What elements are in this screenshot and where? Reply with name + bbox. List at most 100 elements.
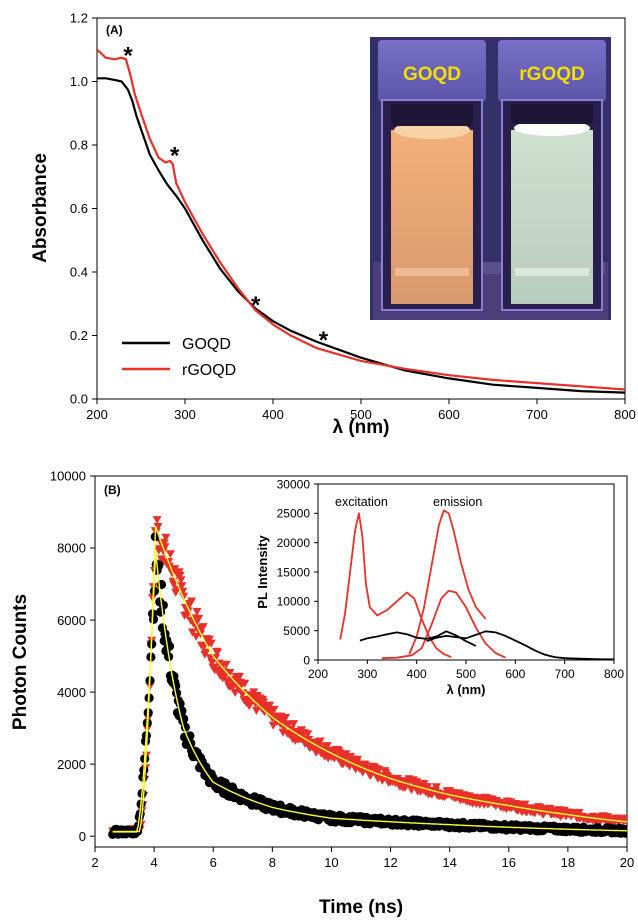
pl-inset: 200 300 400 500 600 700 800 0 5000 10000 15000 200… xyxy=(255,477,624,697)
x-tick-label: 400 xyxy=(407,667,427,681)
panel-a-annotations: * * * * xyxy=(123,43,328,354)
panel-a-x-ticks: 200 300 400 500 600 700 800 xyxy=(86,399,636,422)
panel-b-plot-frame xyxy=(94,475,628,848)
data-point xyxy=(238,689,248,698)
panel-a-x-axis-label: λ (nm) xyxy=(333,417,390,438)
x-tick-label: 2 xyxy=(91,855,98,870)
legend-label-rgoqd: rGOQD xyxy=(182,362,236,379)
y-tick-label: 10000 xyxy=(277,595,311,609)
data-point xyxy=(170,565,180,574)
pl-series-line xyxy=(426,630,614,660)
data-point xyxy=(204,635,214,644)
y-tick-label: 0.6 xyxy=(70,201,88,216)
data-point xyxy=(161,533,171,542)
x-tick-label: 16 xyxy=(502,855,516,870)
data-point xyxy=(353,755,362,764)
x-tick-label: 8 xyxy=(269,855,276,870)
pl-series-line xyxy=(408,509,487,655)
data-point xyxy=(165,562,174,571)
peak-asterisk: * xyxy=(170,143,180,170)
x-tick-label: 10 xyxy=(324,855,338,870)
y-tick-label: 2000 xyxy=(57,757,86,772)
data-point xyxy=(182,611,192,620)
pl-inset-annotation-emission: emission xyxy=(433,495,482,509)
panel-a-series xyxy=(97,48,625,394)
pl-inset-series xyxy=(339,509,614,660)
series-line-rgoqd xyxy=(97,48,625,391)
panel-b-y-ticks: 0 2000 4000 6000 8000 10000 xyxy=(50,469,95,844)
goqd-cuvette: GOQD xyxy=(378,40,486,311)
y-tick-label: 25000 xyxy=(277,507,311,521)
x-tick-label: 300 xyxy=(174,407,196,422)
series-line-goqd xyxy=(97,77,625,394)
data-point xyxy=(152,516,162,525)
panel-b-label: (B) xyxy=(104,483,121,497)
data-point xyxy=(259,698,268,707)
pl-inset-x-axis-label: λ (nm) xyxy=(447,682,486,697)
data-point xyxy=(225,669,235,677)
data-point xyxy=(198,623,208,632)
y-tick-label: 1.2 xyxy=(70,11,88,26)
pl-series-line xyxy=(359,630,477,647)
rgoqd-cuvette: rGOQD xyxy=(498,40,606,311)
panel-b-series xyxy=(108,516,627,840)
panel-b-y-axis-label: Photon Counts xyxy=(10,594,31,730)
x-tick-label: 500 xyxy=(350,407,372,422)
x-tick-label: 6 xyxy=(210,855,217,870)
y-tick-label: 0.2 xyxy=(70,328,88,343)
data-point xyxy=(315,737,325,746)
data-point xyxy=(188,628,197,637)
data-point xyxy=(191,632,201,641)
y-tick-label: 6000 xyxy=(57,613,86,628)
y-tick-label: 10000 xyxy=(50,469,86,484)
y-tick-label: 15000 xyxy=(277,565,311,579)
data-point xyxy=(283,721,293,730)
data-point xyxy=(206,639,216,648)
data-point xyxy=(335,749,345,758)
pl-series-line xyxy=(382,589,506,660)
data-point xyxy=(169,580,179,589)
data-point xyxy=(207,658,217,667)
rgoqd-cuvette-label: rGOQD xyxy=(519,64,584,85)
x-tick-label: 12 xyxy=(383,855,397,870)
data-point xyxy=(151,528,161,537)
data-point xyxy=(212,648,222,657)
data-point xyxy=(322,742,332,751)
x-tick-label: 18 xyxy=(561,855,575,870)
data-point xyxy=(158,600,168,610)
goqd-cuvette-label: GOQD xyxy=(403,64,461,85)
pl-inset-frame xyxy=(317,483,615,661)
y-tick-label: 1.0 xyxy=(70,74,88,89)
y-tick-label: 0.0 xyxy=(70,392,88,407)
x-tick-label: 200 xyxy=(86,407,108,422)
panel-a-label: (A) xyxy=(106,23,123,37)
x-tick-label: 400 xyxy=(262,407,284,422)
panel-b-x-axis-label: Time (ns) xyxy=(319,897,403,918)
y-tick-label: 30000 xyxy=(277,477,311,491)
y-tick-label: 8000 xyxy=(57,541,86,556)
data-point xyxy=(240,679,250,688)
data-point xyxy=(289,720,299,729)
legend-label-goqd: GOQD xyxy=(182,336,231,353)
panel-a-y-axis-label: Absorbance xyxy=(30,153,51,263)
peak-asterisk: * xyxy=(251,292,261,319)
y-tick-label: 0.8 xyxy=(70,138,88,153)
x-tick-label: 20 xyxy=(620,855,634,870)
x-tick-label: 300 xyxy=(357,667,377,681)
data-point xyxy=(155,545,165,554)
data-point xyxy=(341,750,351,759)
data-point xyxy=(221,660,231,669)
y-tick-label: 4000 xyxy=(57,685,86,700)
panel-a-legend: GOQD rGOQD xyxy=(122,336,236,379)
data-point xyxy=(187,597,197,606)
x-tick-label: 700 xyxy=(526,407,548,422)
pl-inset-y-axis-label: PL Intensity xyxy=(255,535,270,609)
data-point xyxy=(303,730,313,739)
data-point xyxy=(192,607,202,616)
data-point xyxy=(265,701,275,710)
x-tick-label: 500 xyxy=(456,667,476,681)
data-point xyxy=(431,783,441,792)
data-point xyxy=(622,814,627,823)
data-point xyxy=(177,582,187,591)
